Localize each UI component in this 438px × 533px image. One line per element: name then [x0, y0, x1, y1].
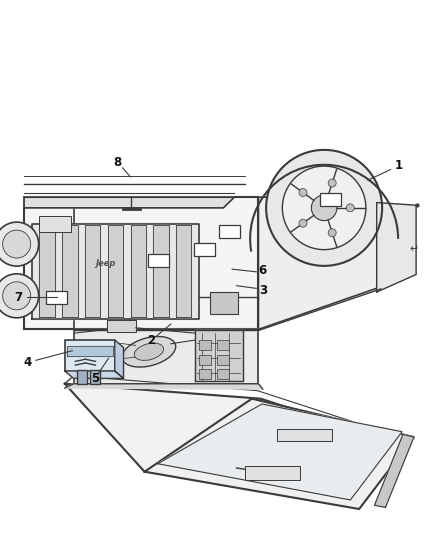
Bar — [210, 293, 238, 314]
Bar — [39, 216, 71, 232]
Polygon shape — [158, 404, 402, 500]
Bar — [199, 369, 211, 379]
Polygon shape — [153, 225, 169, 317]
Polygon shape — [176, 225, 191, 317]
Polygon shape — [24, 197, 258, 329]
Polygon shape — [24, 197, 74, 329]
Polygon shape — [377, 203, 416, 292]
Text: 1: 1 — [395, 159, 403, 172]
Bar — [217, 354, 229, 365]
Polygon shape — [107, 320, 136, 332]
Bar — [199, 340, 211, 350]
Circle shape — [328, 179, 336, 187]
FancyBboxPatch shape — [245, 466, 300, 480]
Text: 4: 4 — [23, 356, 31, 369]
Polygon shape — [131, 225, 146, 317]
Bar — [148, 254, 169, 266]
FancyBboxPatch shape — [277, 429, 332, 441]
Ellipse shape — [122, 336, 176, 367]
Polygon shape — [39, 225, 55, 317]
Bar — [46, 291, 67, 304]
Ellipse shape — [134, 343, 163, 360]
Polygon shape — [145, 399, 414, 509]
Text: Jeep: Jeep — [95, 260, 115, 268]
Bar — [194, 243, 215, 256]
Bar — [217, 340, 229, 350]
Polygon shape — [67, 346, 113, 356]
Polygon shape — [65, 384, 263, 389]
Bar — [219, 225, 240, 238]
Bar — [320, 193, 341, 206]
Text: 2: 2 — [147, 334, 155, 346]
Polygon shape — [74, 329, 258, 330]
Circle shape — [266, 150, 382, 266]
Circle shape — [299, 189, 307, 197]
Text: 3: 3 — [259, 284, 267, 297]
Polygon shape — [195, 330, 243, 381]
Circle shape — [283, 166, 366, 249]
Bar — [77, 370, 87, 384]
Bar — [199, 354, 211, 365]
Polygon shape — [65, 340, 115, 371]
Polygon shape — [115, 340, 124, 378]
Bar — [217, 369, 229, 379]
Text: 7: 7 — [14, 291, 22, 304]
Text: 6: 6 — [259, 264, 267, 277]
Polygon shape — [258, 196, 381, 329]
Polygon shape — [62, 225, 78, 317]
Circle shape — [0, 222, 39, 266]
Text: ↵: ↵ — [409, 245, 419, 254]
Circle shape — [311, 195, 337, 221]
Polygon shape — [65, 384, 364, 472]
Circle shape — [346, 204, 354, 212]
Bar — [90, 370, 100, 384]
Circle shape — [3, 282, 31, 310]
Polygon shape — [65, 371, 124, 378]
Text: 5: 5 — [92, 372, 99, 385]
Polygon shape — [85, 225, 100, 317]
Circle shape — [0, 274, 39, 318]
Polygon shape — [108, 225, 123, 317]
Circle shape — [299, 219, 307, 227]
Circle shape — [3, 230, 31, 258]
Polygon shape — [32, 224, 199, 319]
Polygon shape — [24, 197, 234, 208]
Polygon shape — [374, 434, 414, 507]
Polygon shape — [74, 330, 258, 384]
Circle shape — [328, 229, 336, 237]
Text: 8: 8 — [113, 156, 121, 169]
